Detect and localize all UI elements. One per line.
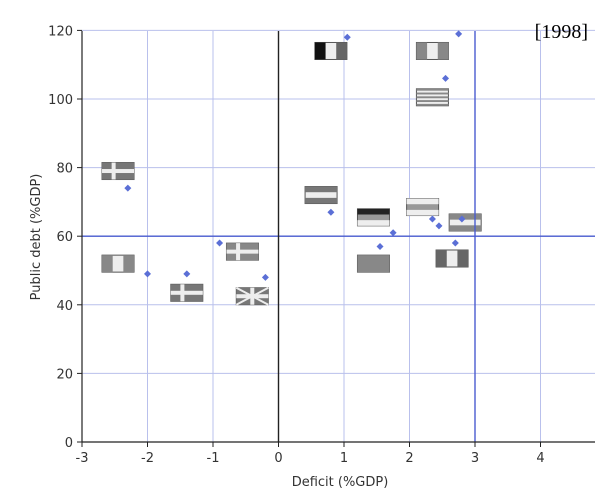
flag-band — [457, 249, 469, 267]
flag-cross — [102, 169, 135, 174]
flag-band — [357, 220, 390, 226]
data-point — [216, 239, 224, 247]
flag-band — [314, 42, 326, 60]
country-flag — [170, 283, 204, 302]
flag-band — [336, 42, 347, 60]
y-tick-label: 80 — [56, 162, 73, 177]
x-axis-title: Deficit (%GDP) — [292, 475, 389, 490]
x-tick-label: -2 — [141, 451, 154, 466]
country-flag — [406, 198, 440, 217]
flag-band — [305, 197, 338, 204]
flag-cross — [226, 249, 259, 254]
country-flag — [314, 41, 348, 60]
data-point — [144, 270, 151, 278]
country-flag — [101, 254, 135, 273]
flag-band — [123, 255, 135, 273]
flag-cross — [170, 290, 203, 295]
flag-band — [357, 208, 390, 215]
country-flag — [435, 249, 469, 268]
flag-stripe — [416, 103, 449, 106]
flag-stripe — [416, 96, 449, 99]
y-tick-label: 100 — [48, 93, 73, 108]
flag-band — [449, 213, 482, 220]
data-point — [124, 184, 132, 192]
data-point — [376, 242, 384, 250]
data-point — [455, 30, 463, 38]
data-points — [124, 30, 466, 281]
x-tick-label: 2 — [405, 451, 413, 466]
y-tick-label: 60 — [56, 230, 73, 245]
y-axis-title: Public debt (%GDP) — [29, 174, 44, 301]
y-tick-labels: 0 20 40 60 80 100 120 — [48, 24, 82, 451]
country-flag — [235, 286, 269, 306]
data-point — [343, 33, 351, 41]
flag-band — [305, 186, 338, 193]
data-point — [428, 215, 436, 223]
reference-lines — [82, 31, 595, 442]
y-tick-label: 40 — [56, 299, 73, 314]
flag-band — [102, 255, 113, 273]
country-flag — [225, 242, 259, 261]
country-flag — [356, 208, 390, 227]
y-tick-label: 20 — [56, 367, 73, 382]
flag-band — [449, 225, 482, 231]
data-point — [261, 273, 269, 281]
flag-stripe — [416, 100, 449, 103]
x-tick-label: 4 — [536, 451, 544, 466]
data-point — [451, 239, 459, 247]
country-flag — [415, 88, 449, 107]
x-tick-label: 0 — [274, 451, 282, 466]
country-flag — [101, 162, 135, 181]
country-flag — [356, 254, 390, 273]
data-point — [183, 270, 191, 278]
x-tick-label: -3 — [76, 451, 89, 466]
flag-stripe — [416, 88, 449, 91]
country-flag — [448, 213, 482, 232]
data-point — [435, 222, 443, 230]
flag-band — [436, 249, 447, 267]
flag-field — [357, 255, 390, 273]
x-tick-label: 3 — [471, 451, 479, 466]
country-flag — [415, 41, 449, 60]
flag-band — [406, 209, 439, 216]
flag-band — [416, 42, 428, 60]
data-point — [458, 215, 466, 223]
flag-stripe — [416, 92, 449, 95]
flag-band — [406, 198, 439, 205]
country-flags — [101, 41, 482, 306]
x-tick-label: 1 — [340, 451, 348, 466]
x-tick-label: -1 — [207, 451, 220, 466]
year-annotation: [1998] — [535, 21, 588, 43]
flag-cross — [236, 294, 269, 299]
y-tick-label: 120 — [48, 24, 73, 39]
data-point — [442, 74, 450, 82]
data-point — [389, 229, 397, 237]
x-tick-labels: -3 -2 -1 0 1 2 3 4 — [76, 442, 545, 466]
country-flag — [304, 186, 338, 205]
flag-band — [437, 42, 449, 60]
data-point — [327, 208, 335, 216]
y-tick-label: 0 — [65, 436, 73, 451]
